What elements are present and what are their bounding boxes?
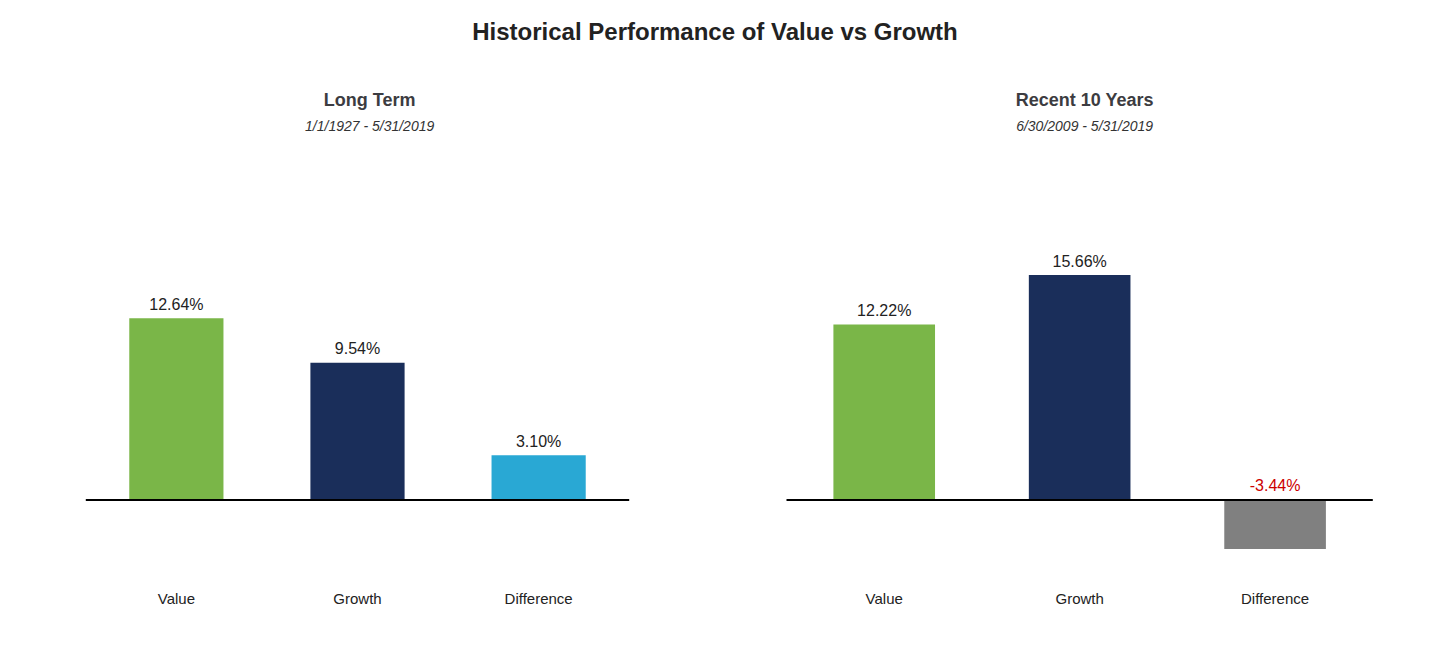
svg-text:1/1/1927 - 5/31/2019: 1/1/1927 - 5/31/2019 [305,118,434,134]
svg-text:Difference: Difference [1241,590,1309,607]
svg-text:3.10%: 3.10% [516,433,561,450]
svg-text:Growth: Growth [1055,590,1103,607]
svg-text:15.66%: 15.66% [1053,253,1107,270]
svg-text:Historical Performance of Valu: Historical Performance of Value vs Growt… [472,18,957,45]
svg-text:Recent 10 Years: Recent 10 Years [1016,90,1154,110]
svg-text:9.54%: 9.54% [335,340,380,357]
svg-text:Long Term: Long Term [324,90,416,110]
svg-text:Value: Value [866,590,903,607]
svg-text:Difference: Difference [505,590,573,607]
svg-text:12.22%: 12.22% [857,302,911,319]
svg-text:6/30/2009 - 5/31/2019: 6/30/2009 - 5/31/2019 [1016,118,1153,134]
svg-text:12.64%: 12.64% [149,296,203,313]
svg-text:Growth: Growth [333,590,381,607]
svg-text:-3.44%: -3.44% [1250,477,1301,494]
svg-text:Value: Value [158,590,195,607]
